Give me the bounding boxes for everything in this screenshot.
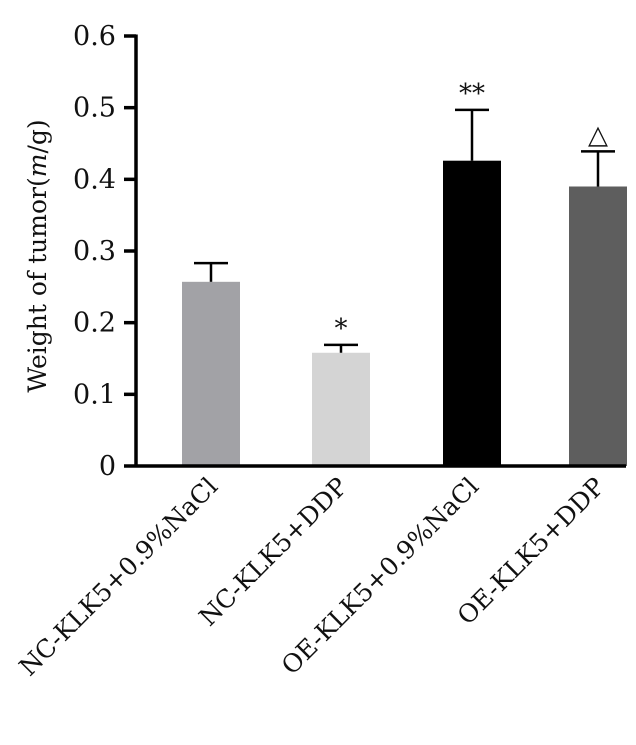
significance-markers: ***△ xyxy=(335,79,609,344)
significance-marker: △ xyxy=(588,120,608,150)
y-tick-label: 0.3 xyxy=(73,236,116,267)
y-tick-label: 0.4 xyxy=(73,164,116,195)
y-tick-label: 0.6 xyxy=(73,21,116,52)
y-tick-label: 0 xyxy=(99,451,116,482)
y-axis-label-prefix: Weight of tumor( xyxy=(23,177,52,392)
significance-marker: ** xyxy=(459,79,485,109)
significance-marker: * xyxy=(335,314,348,344)
bar xyxy=(182,281,240,466)
y-axis-label: Weight of tumor(m/g) xyxy=(23,119,52,392)
y-axis-label-unit-italic: m xyxy=(23,154,52,178)
bar xyxy=(312,352,370,466)
x-axis-category-labels: NC-KLK5+0.9%NaClNC-KLK5+DDPOE-KLK5+0.9%N… xyxy=(13,472,610,682)
y-tick-label: 0.5 xyxy=(73,93,116,124)
y-axis-label-suffix: /g) xyxy=(23,119,52,153)
error-bars xyxy=(194,108,615,353)
y-tick-label: 0.2 xyxy=(73,308,116,339)
x-category-label: NC-KLK5+0.9%NaCl xyxy=(13,472,223,682)
y-axis-ticks: 0 0.1 0.2 0.3 0.4 0.5 0.6 xyxy=(73,21,136,482)
bar xyxy=(569,186,627,466)
bars xyxy=(182,160,627,466)
bar xyxy=(443,160,501,466)
y-tick-label: 0.1 xyxy=(73,379,116,410)
